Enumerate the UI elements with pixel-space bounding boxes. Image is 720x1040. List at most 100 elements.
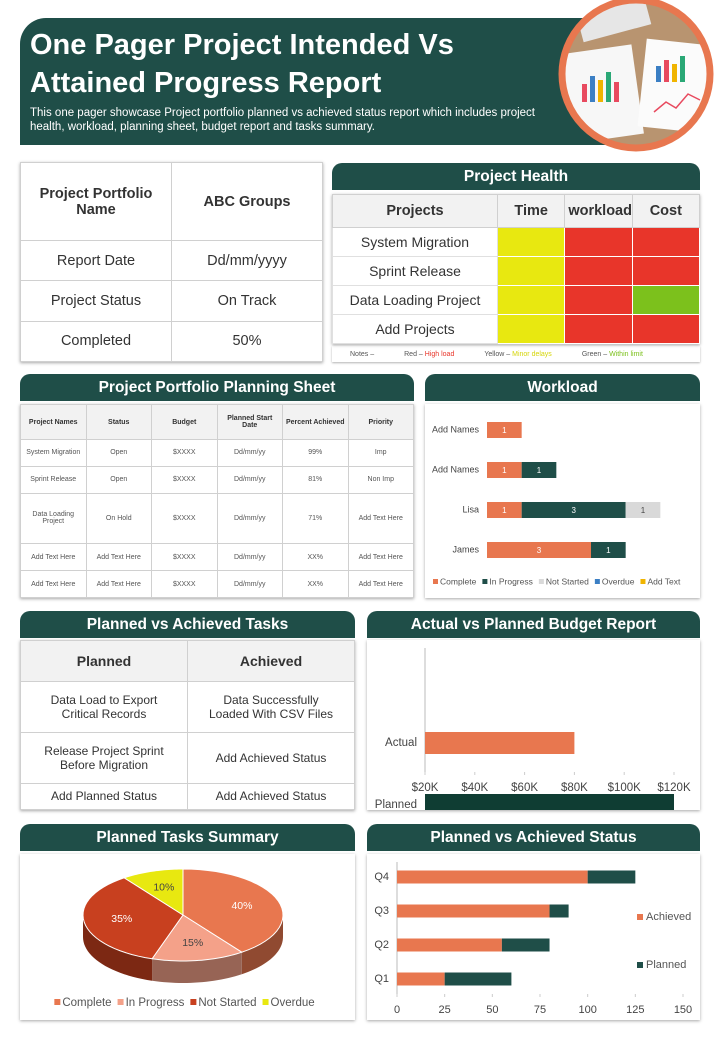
table: Project Names Status Budget Planned Start D… — [20, 404, 414, 598]
bar-segment — [625, 502, 661, 518]
photo-bar — [590, 76, 595, 102]
bar-segment — [397, 972, 445, 986]
bar-segment — [587, 870, 636, 884]
table-header-row: Projects Time workload Cost — [332, 194, 701, 228]
column-header: Status — [85, 404, 152, 440]
column-header: Planned — [20, 640, 188, 682]
table-cell: Non Imp — [347, 465, 414, 494]
table-cell: Add Achieved Status — [187, 782, 355, 811]
section-banner: Project Health — [332, 163, 700, 190]
photo-content — [562, 0, 710, 148]
legend-swatch — [433, 579, 438, 584]
table-row: Add Text Here Add Text Here $XXXX Dd/mm/yy X… — [20, 543, 414, 572]
bar-segment — [487, 462, 522, 478]
status-cell — [631, 314, 701, 344]
column-header: Project Names — [20, 404, 87, 440]
budget-chart: Actual Planned $20K $40K $60K $80K $100K $120K — [367, 640, 700, 810]
table: Project Portfolio Name ABC Groups Report D… — [20, 161, 323, 363]
table-cell: Add Planned Status — [20, 782, 188, 811]
column-header: Cost — [631, 194, 701, 228]
table-cell: Dd/mm/yy — [216, 570, 283, 598]
project-name: Sprint Release — [332, 256, 498, 286]
table-row: Data Load to Export Critical Records Data… — [20, 681, 355, 733]
table-cell: $XXXX — [151, 439, 218, 467]
table-cell: Data Loading Project — [20, 492, 87, 545]
table-cell: Open — [85, 439, 152, 467]
legend-swatch — [640, 579, 646, 584]
table-cell: 71% — [282, 492, 349, 545]
legend-label: Achieved — [646, 911, 691, 923]
bar-segment — [397, 938, 502, 952]
table-cell: Dd/mm/yy — [216, 439, 283, 467]
column-header: Planned Start Date — [216, 404, 283, 440]
table-cell: Sprint Release — [20, 465, 87, 494]
status-cell — [496, 256, 566, 286]
table-row: System Migration — [332, 227, 701, 257]
status-chart: Q1 Q2 Q3 Q4 0 25 50 75 100 125 150 Achieved Planned — [367, 854, 700, 1020]
note-item: Yellow – Minor delays — [484, 351, 551, 358]
table-row: Completed 50% — [20, 320, 323, 363]
legend-swatch — [538, 579, 544, 584]
table-cell: Project Portfolio Name — [20, 161, 172, 242]
photo-bar — [606, 72, 611, 102]
table-row: Data Loading Project — [332, 285, 701, 315]
legend-label: Not Started — [546, 576, 589, 586]
table-row: Add Planned Status Add Achieved Status — [20, 782, 355, 811]
data-label: 40% — [231, 900, 252, 912]
table-cell: Add Text Here — [347, 570, 414, 598]
data-label: 35% — [111, 913, 132, 925]
table-row: Data Loading Project On Hold $XXXX Dd/mm/yy… — [20, 492, 414, 545]
table-cell: On Hold — [85, 492, 152, 545]
pie-slice — [82, 877, 184, 960]
table-cell: Add Achieved Status — [187, 731, 355, 784]
legend-label: Complete — [440, 576, 477, 586]
project-name: Data Loading Project — [332, 285, 498, 315]
legend-label: Complete — [62, 997, 111, 1009]
category-label: Add Names — [432, 464, 480, 474]
category-label: Q1 — [374, 973, 389, 985]
table-cell: Imp — [347, 439, 414, 467]
table-cell: Release Project Sprint Before Migration — [20, 731, 188, 784]
note-key: Yellow – — [484, 350, 511, 358]
legend-swatch — [262, 999, 269, 1005]
photo-bar — [598, 80, 603, 102]
pie-slice-side — [152, 952, 242, 983]
data-label: 3 — [537, 546, 542, 555]
photo-bar — [672, 64, 677, 82]
section-banner: Workload — [425, 374, 700, 401]
table-row: Sprint Release Open $XXXX Dd/mm/yy 81% Non Im… — [20, 465, 414, 494]
bar-segment — [487, 542, 591, 558]
data-label: 15% — [182, 937, 203, 949]
bar-segment — [501, 938, 550, 952]
legend-swatch — [637, 914, 643, 920]
table-cell: Add Text Here — [347, 492, 414, 545]
legend-label: Overdue — [271, 997, 315, 1009]
legend-label: In Progress — [489, 576, 532, 586]
pie-slice — [123, 868, 184, 916]
x-tick-label: 75 — [534, 1004, 546, 1016]
table-cell: $XXXX — [151, 543, 218, 572]
data-label: 1 — [606, 546, 611, 555]
section-banner: Planned Tasks Summary — [20, 824, 355, 851]
table-cell: 81% — [282, 465, 349, 494]
photo-bar — [680, 56, 685, 82]
x-tick-label: 25 — [439, 1004, 451, 1016]
legend-label: In Progress — [126, 997, 185, 1009]
bar-segment — [521, 462, 557, 478]
status-cell — [496, 227, 566, 257]
table-header-row: Planned Achieved — [20, 640, 355, 682]
x-tick-label: 50 — [486, 1004, 498, 1016]
data-label: 1 — [537, 466, 542, 475]
column-header: workload — [564, 194, 633, 228]
table-cell: ABC Groups — [171, 161, 323, 242]
status-cell — [496, 314, 566, 344]
status-cell — [631, 285, 701, 315]
category-label: Add Names — [432, 424, 480, 434]
table-cell: Add Text Here — [20, 570, 87, 598]
photo-bars — [582, 56, 701, 113]
legend: Complete In Progress Not Started Overdue — [54, 997, 315, 1009]
legend-label: Add Text — [647, 576, 681, 586]
photo-bar — [582, 84, 587, 102]
table: Projects Time workload Cost System Migration… — [332, 194, 701, 344]
x-tick-label: $20K — [412, 782, 439, 794]
